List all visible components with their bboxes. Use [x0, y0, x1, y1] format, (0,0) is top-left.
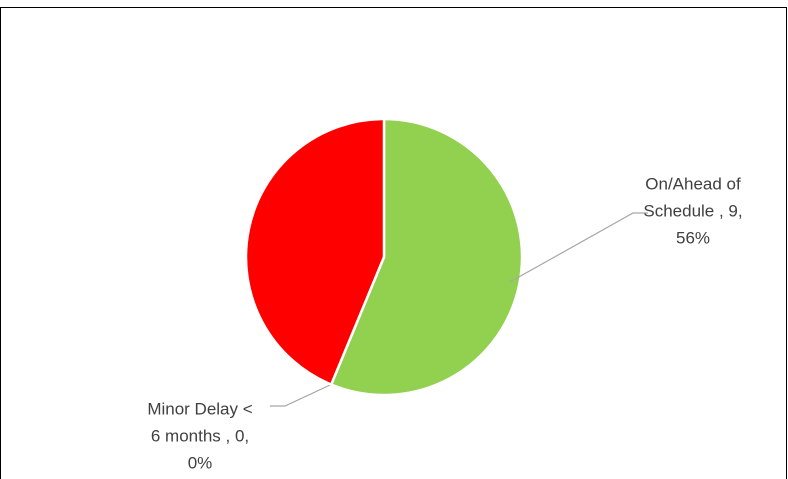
data-label: 0% — [188, 453, 213, 472]
data-label: On/Ahead of — [645, 174, 741, 193]
leader-line — [270, 383, 332, 407]
data-label: Minor Delay < — [147, 399, 252, 418]
leader-line — [509, 212, 648, 283]
data-label: 6 months , 0, — [151, 426, 249, 445]
pie-slice — [329, 117, 524, 397]
data-label: 56% — [676, 228, 710, 247]
pie-slice — [244, 117, 386, 387]
data-label: Schedule , 9, — [643, 201, 742, 220]
